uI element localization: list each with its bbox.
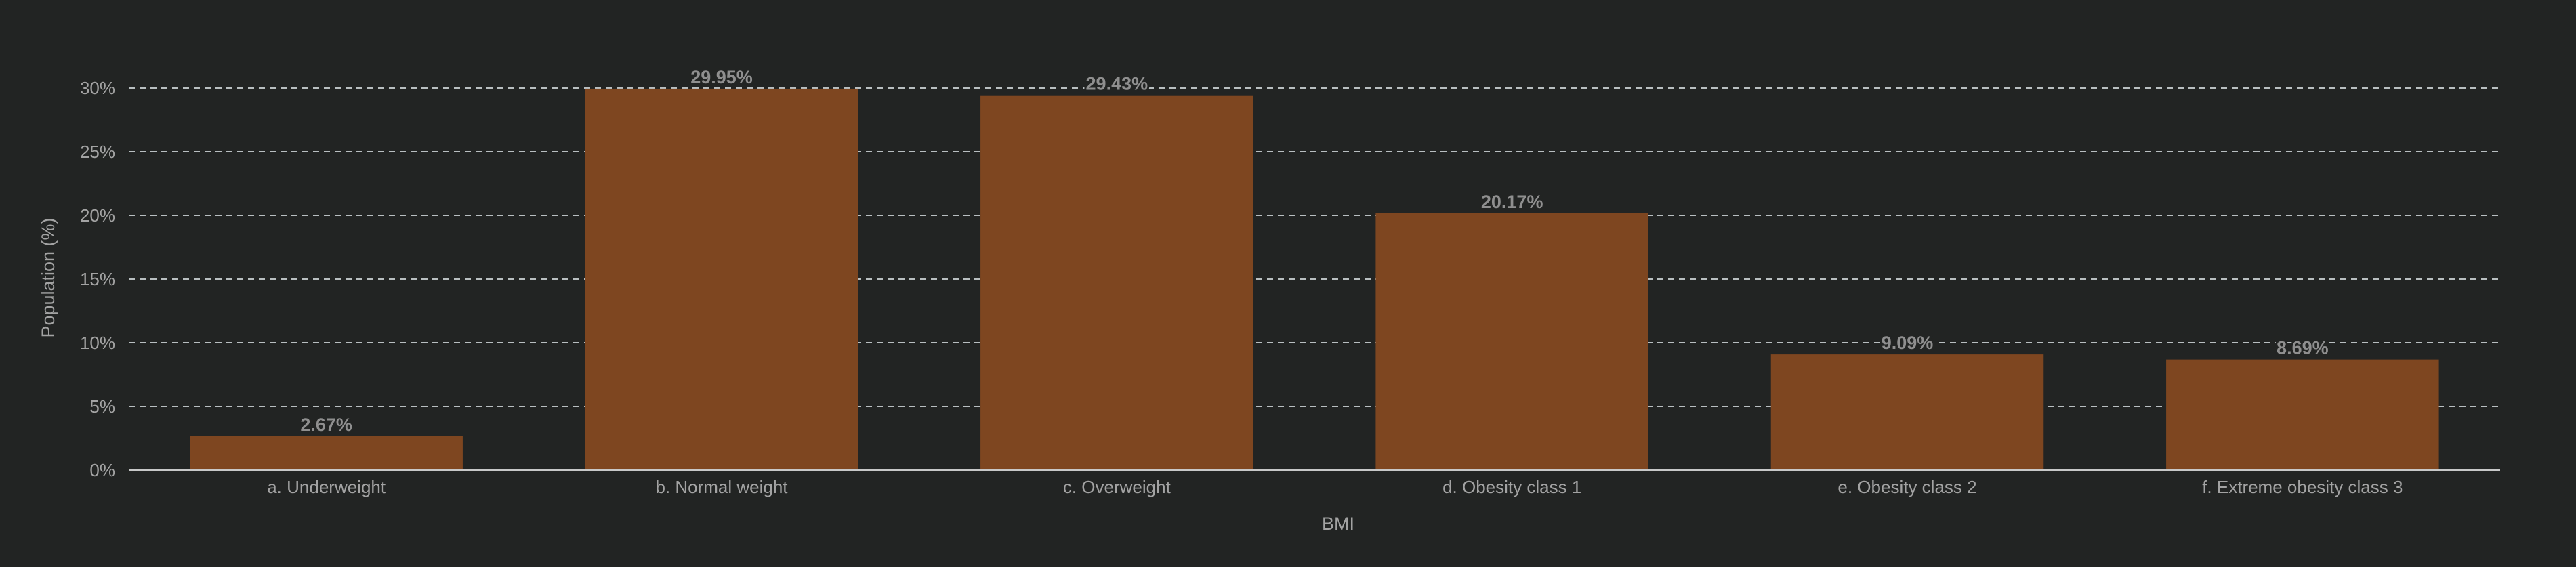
bar [980, 95, 1253, 470]
bar [585, 88, 858, 470]
data-labels: 2.67% 29.95% 29.43% 20.17% 9.09% 8.69% [298, 65, 2330, 437]
x-tick-label: a. Underweight [267, 477, 386, 497]
y-tick-label: 10% [80, 333, 115, 353]
bar-value-label: 29.43% [1086, 74, 1148, 94]
y-tick-labels: 0% 5% 10% 15% 20% 25% 30% [80, 78, 115, 480]
bar [190, 436, 463, 470]
x-tick-label: f. Extreme obesity class 3 [2202, 477, 2403, 497]
bar [1770, 354, 2044, 470]
x-axis-title: BMI [1322, 513, 1354, 534]
bar-value-label: 29.95% [690, 67, 753, 87]
gridlines [129, 87, 2500, 407]
bar-value-label: 20.17% [1481, 192, 1543, 212]
x-tick-label: b. Normal weight [655, 477, 788, 497]
y-tick-label: 30% [80, 78, 115, 98]
x-tick-label: d. Obesity class 1 [1442, 477, 1581, 497]
bars [190, 88, 2439, 470]
y-axis-title: Population (%) [38, 217, 58, 337]
bar [2166, 359, 2439, 470]
bar-value-label: 9.09% [1882, 333, 1934, 353]
x-tick-labels: a. Underweight b. Normal weight c. Overwei… [267, 477, 2403, 497]
y-tick-label: 0% [89, 460, 115, 480]
bar-value-label: 8.69% [2277, 338, 2329, 358]
y-tick-label: 15% [80, 269, 115, 289]
y-tick-label: 25% [80, 142, 115, 162]
y-tick-label: 5% [89, 396, 115, 417]
bar-value-label: 2.67% [300, 415, 352, 435]
bar [1375, 213, 1648, 470]
x-tick-label: c. Overweight [1063, 477, 1171, 497]
y-tick-label: 20% [80, 205, 115, 226]
x-tick-label: e. Obesity class 2 [1837, 477, 1976, 497]
